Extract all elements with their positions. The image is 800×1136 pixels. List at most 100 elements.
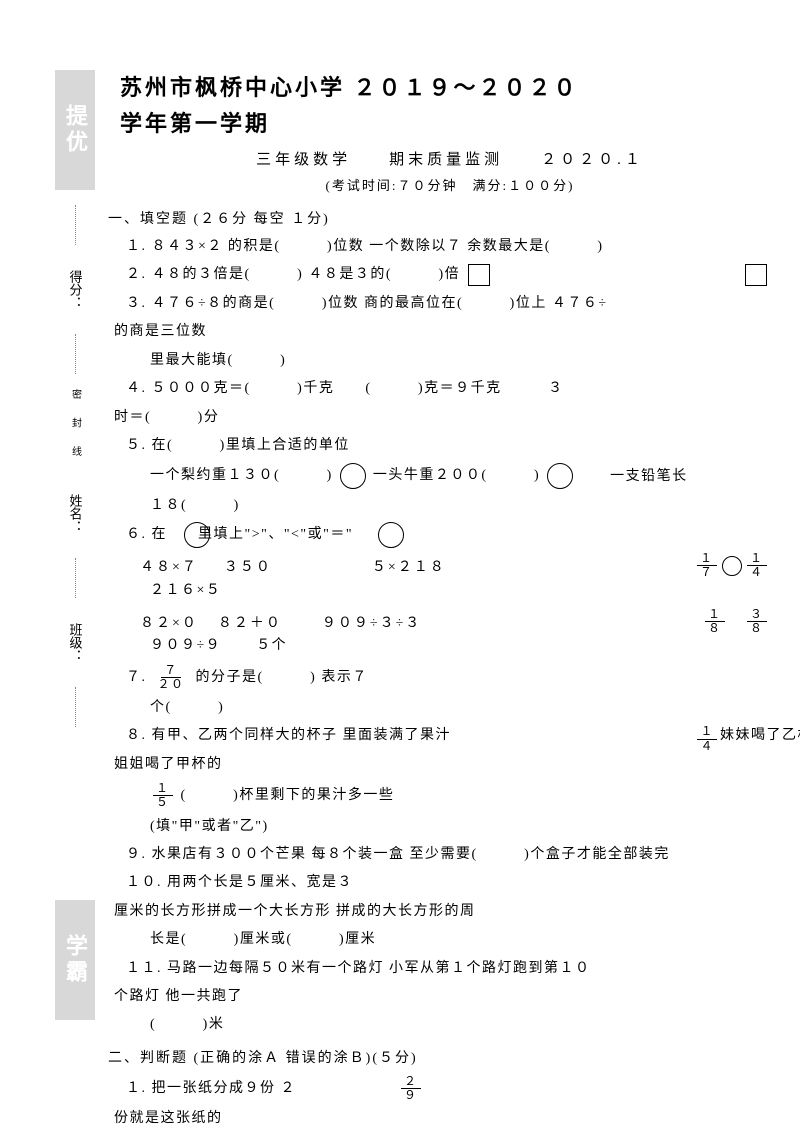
- circle-blank: [547, 463, 573, 489]
- q1: １. ８４３×２ 的积是( )位数 一个数除以７ 余数最大是( ): [126, 236, 780, 258]
- q6-r1-a: ４８×７: [140, 556, 198, 576]
- q11-c: ( )米: [150, 1014, 780, 1036]
- q11-b: 个路灯 他一共跑了: [114, 986, 780, 1008]
- num: １: [705, 608, 725, 622]
- q5-row: 一个梨约重１３０( ) 一头牛重２００( ) 一支铅笔长: [150, 463, 780, 489]
- q8: ８. 有甲、乙两个同样大的杯子 里面装满了果汁 １ ４ 妹妹喝了乙杯的: [126, 725, 780, 747]
- dotted-line: [75, 687, 76, 727]
- num: １: [747, 552, 767, 566]
- exam-info: (考试时间:７０分钟 满分:１００分): [120, 175, 780, 194]
- subtitle: 三年级数学 期末质量监测 ２０２０.１: [120, 148, 780, 169]
- s2-q1-b: 份就是这张纸的: [114, 1108, 780, 1130]
- den: ２０: [155, 678, 188, 691]
- q5-d: 一支铅笔长: [610, 469, 688, 484]
- q11-a: １１. 马路一边每隔５０米有一个路灯 小军从第１个路灯跑到第１０: [126, 958, 780, 980]
- q8-row2: １ ５ ( )杯里剩下的果汁多一些: [150, 782, 780, 809]
- fraction: １ ４: [747, 552, 767, 579]
- q8-d: 妹妹喝了乙杯的: [720, 725, 800, 747]
- cmp-item: １ ７ １ ４: [694, 552, 770, 579]
- den: ７: [697, 566, 717, 579]
- q9: ９. 水果店有３００个芒果 每８个装一盒 至少需要( )个盒子才能全部装完: [126, 844, 780, 866]
- watermark-bottom: 学霸: [55, 900, 95, 1020]
- fraction: ３ ８: [747, 608, 767, 635]
- q8-a: ８. 有甲、乙两个同样大的杯子 里面装满了果汁: [126, 728, 451, 743]
- q8-b: 姐姐喝了甲杯的: [114, 754, 780, 776]
- q6-r2-e: ５个: [256, 638, 287, 653]
- den: ８: [747, 622, 767, 635]
- q5-a: ５. 在( )里填上合适的单位: [126, 435, 780, 457]
- q4: ４. ５０００克＝( )千克 ( )克＝９千克 ３: [126, 378, 780, 400]
- circle-blank: [722, 556, 742, 576]
- den: ４: [697, 740, 717, 753]
- watermark-top: 提优: [55, 70, 95, 190]
- den: ４: [747, 566, 767, 579]
- q2: ２. ４８的３倍是( ) ４８是３的( )倍: [126, 264, 780, 287]
- circle-blank: [340, 463, 366, 489]
- fraction: １ ８: [705, 608, 725, 635]
- cmp-item: ４８×７ ３５０: [140, 556, 272, 576]
- q5-e: １８( ): [150, 495, 780, 517]
- q7-c: 个( ): [150, 697, 780, 719]
- left-sidebar: 提优 得分： 密 封 线 姓名： 班级： 学霸: [50, 70, 100, 1020]
- num: １: [697, 552, 717, 566]
- den: ９: [401, 1089, 421, 1102]
- num: ３: [747, 608, 767, 622]
- q6-r1-d: ２１６×５: [150, 580, 780, 602]
- fraction: １ ４: [697, 725, 717, 752]
- q10-b: 厘米的长方形拼成一个大长方形 拼成的大长方形的周: [114, 901, 780, 923]
- fraction: １ ７: [697, 552, 717, 579]
- dotted-line: [75, 558, 76, 598]
- q6-a-text: ６. 在 里填上">"、"<"或"＝": [126, 527, 353, 542]
- q4-a: ４. ５０００克＝( )千克 ( )克＝９千克 ３: [126, 381, 564, 396]
- fraction: ７ ２０: [155, 664, 188, 691]
- q6-row1: ４８×７ ３５０ ５×２１８ １ ７ １ ４: [140, 552, 780, 579]
- name-label: 姓名：: [66, 494, 85, 533]
- q4-b: 时＝( )分: [114, 407, 780, 429]
- q8-f: ( )杯里剩下的果汁多一些: [181, 788, 395, 803]
- title-line1: 苏州市枫桥中心小学 ２０１９～２０２０: [120, 70, 780, 102]
- q5-b: 一个梨约重１３０( ): [150, 469, 333, 484]
- q7-a: ７.: [126, 670, 147, 685]
- cmp-item: １ ８ ３ ８: [702, 608, 770, 635]
- title-line2: 学年第一学期: [120, 106, 780, 138]
- q3-b: 的商是三位数: [114, 321, 780, 343]
- q6-a: ６. 在 里填上">"、"<"或"＝": [126, 524, 780, 546]
- q6-r2-c: ９０９÷３÷３: [322, 612, 421, 632]
- section2-title: 二、判断题 (正确的涂Ａ 错误的涂Ｂ)(５分): [108, 1047, 780, 1067]
- q7: ７. ７ ２０ 的分子是( ) 表示７: [126, 664, 780, 691]
- cmp-item: ８２×０ ８２＋０: [140, 612, 282, 632]
- section1-title: 一、填空题 (２６分 每空 １分): [108, 208, 780, 228]
- s2-q1: １. 把一张纸分成９份 ２ ２ ９: [126, 1075, 780, 1102]
- q10-c: 长是( )厘米或( )厘米: [150, 929, 780, 951]
- q2-text: ２. ４８的３倍是( ) ４８是３的( )倍: [126, 268, 465, 283]
- num: ７: [161, 664, 181, 678]
- blank-box-right: [745, 264, 767, 286]
- score-label: 得分：: [66, 270, 85, 309]
- fraction: ２ ９: [401, 1075, 421, 1102]
- s2-q1-a: １. 把一张纸分成９份 ２: [126, 1081, 296, 1096]
- q6-row2-b: ９０９÷９ ５个: [150, 635, 780, 657]
- dotted-line: [75, 205, 76, 245]
- q6-r2-a: ８２×０: [140, 612, 198, 632]
- circle-blank: [378, 522, 404, 548]
- main-content: 苏州市枫桥中心小学 ２０１９～２０２０ 学年第一学期 三年级数学 期末质量监测 …: [120, 70, 780, 1136]
- den: ５: [153, 796, 173, 809]
- q7-b: 的分子是( ) 表示７: [196, 670, 368, 685]
- den: ８: [705, 622, 725, 635]
- cmp-item: ９０９÷３÷３: [322, 612, 421, 632]
- q6-r2-b: ８２＋０: [218, 612, 282, 632]
- num: ２: [401, 1075, 421, 1089]
- q3: ３. ４７６÷８的商是( )位数 商的最高位在( )位上 ４７６÷: [126, 293, 780, 315]
- circle-blank: [184, 522, 210, 548]
- num: １: [153, 782, 173, 796]
- q3-a: ３. ４７６÷８的商是( )位数 商的最高位在( )位上 ４７６÷: [126, 296, 608, 311]
- q3-c: 里最大能填( ): [150, 350, 780, 372]
- q8-g: (填"甲"或者"乙"): [150, 816, 780, 838]
- blank-box: [468, 264, 490, 286]
- seal-line-text: 密 封 线: [68, 389, 83, 464]
- q6-r2-d: ９０９÷９: [150, 638, 221, 653]
- fraction: １ ５: [153, 782, 173, 809]
- q6-r1-c: ５×２１８: [372, 556, 446, 576]
- q5-c: 一头牛重２００( ): [373, 469, 540, 484]
- num: １: [697, 725, 717, 739]
